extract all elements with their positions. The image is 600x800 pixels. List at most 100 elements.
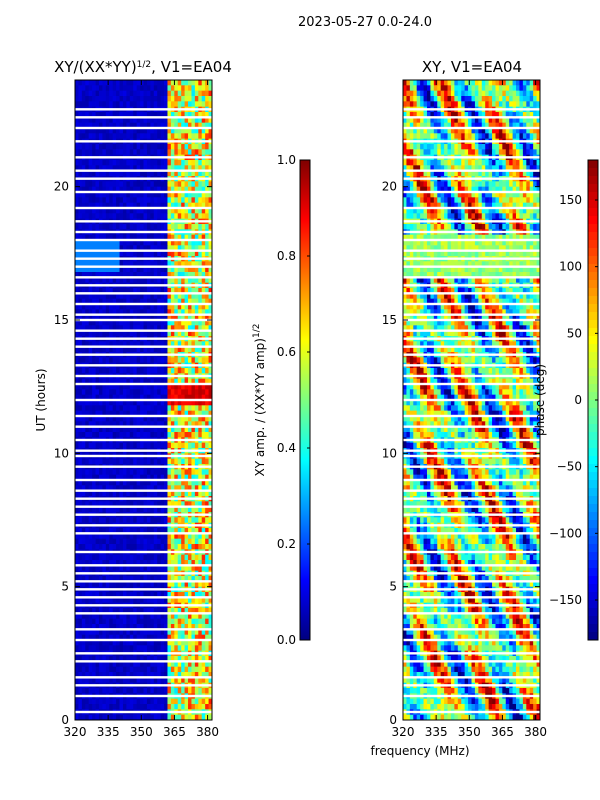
heatmap-cell bbox=[164, 309, 168, 316]
heatmap-cell bbox=[146, 277, 151, 284]
heatmap-cell bbox=[201, 608, 206, 614]
heatmap-cell bbox=[129, 597, 134, 604]
heatmap-cell bbox=[205, 85, 209, 92]
heatmap-cell bbox=[102, 554, 107, 561]
heatmap-cell bbox=[146, 266, 151, 273]
heatmap-cell bbox=[208, 538, 212, 545]
heatmap-cell bbox=[81, 384, 86, 390]
heatmap-cell bbox=[177, 330, 182, 337]
heatmap-cell bbox=[95, 90, 100, 97]
heatmap-cell bbox=[184, 277, 189, 284]
heatmap-cell bbox=[167, 421, 172, 428]
heatmap-cell bbox=[194, 421, 199, 428]
heatmap-cell bbox=[75, 480, 79, 486]
heatmap-cell bbox=[140, 560, 144, 566]
heatmap-cell bbox=[78, 384, 83, 390]
heatmap-cell bbox=[201, 656, 206, 662]
heatmap-cell bbox=[160, 133, 165, 140]
heatmap-cell bbox=[129, 394, 134, 401]
heatmap-cell bbox=[126, 357, 131, 364]
heatmap-cell bbox=[112, 133, 117, 140]
heatmap-cell bbox=[105, 517, 110, 524]
heatmap-cell bbox=[88, 325, 93, 332]
heatmap-cell bbox=[85, 490, 90, 497]
heatmap-cell bbox=[92, 330, 96, 337]
heatmap-cell bbox=[75, 421, 79, 428]
heatmap-cell bbox=[122, 405, 127, 412]
heatmap-cell bbox=[119, 149, 124, 156]
heatmap-cell bbox=[98, 618, 103, 625]
heatmap-cell bbox=[153, 554, 158, 561]
heatmap-cell bbox=[129, 656, 134, 662]
heatmap-cell bbox=[181, 629, 185, 636]
heatmap-cell bbox=[136, 261, 141, 268]
heatmap-cell bbox=[136, 389, 141, 396]
heatmap-cell bbox=[194, 416, 199, 422]
heatmap-cell bbox=[181, 101, 185, 108]
heatmap-cell bbox=[150, 346, 155, 353]
heatmap-cell bbox=[174, 224, 179, 230]
heatmap-cell bbox=[146, 245, 151, 252]
heatmap-cell bbox=[119, 410, 124, 417]
heatmap-cell bbox=[109, 80, 114, 86]
heatmap-cell bbox=[116, 565, 120, 572]
heatmap-cell bbox=[468, 85, 472, 92]
heatmap-cell bbox=[133, 629, 138, 636]
heatmap-cell bbox=[133, 714, 138, 720]
heatmap-cell bbox=[167, 368, 172, 374]
heatmap-cell bbox=[88, 656, 93, 662]
heatmap-cell bbox=[205, 528, 209, 534]
heatmap-cell bbox=[150, 629, 155, 636]
heatmap-cell bbox=[85, 272, 90, 278]
heatmap-cell bbox=[88, 368, 93, 374]
heatmap-cell bbox=[119, 629, 124, 636]
heatmap-cell bbox=[181, 634, 185, 641]
heatmap-cell bbox=[126, 378, 131, 385]
heatmap-cell bbox=[201, 501, 206, 508]
heatmap-cell bbox=[181, 186, 185, 193]
heatmap-cell bbox=[102, 202, 107, 209]
heatmap-cell bbox=[119, 624, 124, 630]
heatmap-cell bbox=[146, 160, 151, 166]
heatmap-cell bbox=[95, 389, 100, 396]
heatmap-cell bbox=[160, 368, 165, 374]
heatmap-cell bbox=[98, 389, 103, 396]
heatmap-cell bbox=[157, 400, 162, 406]
heatmap-cell bbox=[122, 101, 127, 108]
heatmap-cell bbox=[112, 240, 117, 246]
heatmap-cell bbox=[201, 661, 206, 668]
heatmap-cell bbox=[116, 181, 120, 188]
heatmap-cell bbox=[136, 112, 141, 118]
heatmap-cell bbox=[208, 672, 212, 678]
heatmap-cell bbox=[191, 144, 196, 150]
heatmap-cell bbox=[143, 240, 148, 246]
heatmap-cell bbox=[170, 544, 175, 550]
heatmap-cell bbox=[174, 592, 179, 598]
heatmap-cell bbox=[109, 661, 114, 668]
left-panel: XY/(XX*YY)1/2, V1=EA04 320 335 350 365 38005… bbox=[34, 58, 232, 739]
heatmap-cell bbox=[208, 112, 212, 118]
heatmap-cell bbox=[150, 480, 155, 486]
heatmap-cell bbox=[95, 378, 100, 385]
heatmap-cell bbox=[109, 96, 114, 102]
heatmap-cell bbox=[198, 490, 203, 497]
heatmap-cell bbox=[201, 288, 206, 294]
heatmap-cell bbox=[143, 432, 148, 438]
heatmap-cell bbox=[92, 416, 96, 422]
heatmap-cell bbox=[194, 298, 199, 305]
heatmap-cell bbox=[167, 293, 172, 300]
heatmap-cell bbox=[150, 432, 155, 438]
heatmap-cell bbox=[75, 170, 79, 177]
heatmap-cell bbox=[116, 314, 120, 321]
heatmap-cell bbox=[119, 378, 124, 385]
heatmap-cell bbox=[109, 656, 114, 662]
heatmap-cell bbox=[119, 202, 124, 209]
heatmap-cell bbox=[191, 469, 196, 476]
heatmap-cell bbox=[140, 197, 144, 204]
heatmap-cell bbox=[509, 85, 513, 92]
heatmap-cell bbox=[126, 490, 131, 497]
heatmap-cell bbox=[177, 245, 182, 252]
heatmap-cell bbox=[177, 133, 182, 140]
heatmap-cell bbox=[184, 128, 189, 134]
heatmap-cell bbox=[98, 704, 103, 710]
